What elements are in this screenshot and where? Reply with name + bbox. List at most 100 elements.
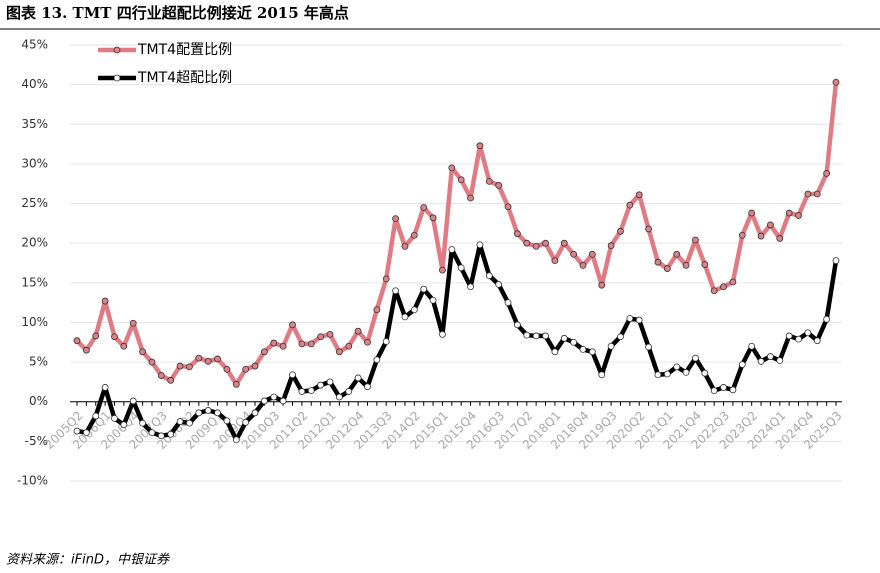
series-point (298, 388, 306, 395)
series-point (148, 358, 156, 366)
series-point (317, 333, 325, 341)
series-point (710, 387, 718, 395)
series-point (504, 203, 512, 211)
series-point (448, 164, 456, 172)
y-tick-label: 20% (21, 236, 48, 250)
series-point (729, 386, 737, 394)
series-point (270, 339, 278, 347)
series-point (795, 212, 802, 219)
series-point (429, 214, 437, 222)
series-point (204, 407, 212, 414)
series-point (673, 363, 681, 371)
series-point (242, 418, 250, 426)
series-line (76, 242, 839, 443)
series-point (748, 209, 756, 217)
series-point (167, 430, 175, 438)
series-point (776, 357, 784, 364)
series-point (335, 348, 343, 356)
series-point (186, 363, 193, 371)
series-point (823, 315, 831, 323)
series-point (738, 361, 746, 368)
series-point (148, 429, 156, 437)
series-point (692, 236, 699, 244)
series-point (645, 343, 652, 351)
series-point (542, 332, 549, 340)
y-tick-label: 45% (21, 38, 48, 52)
series-point (720, 283, 727, 291)
chart-title: 图表 13. TMT 四行业超配比例接近 2015 年高点 (6, 4, 349, 22)
series-point (73, 337, 81, 345)
y-tick-label: 15% (21, 275, 48, 289)
series-point (279, 342, 287, 350)
series-point (326, 330, 334, 338)
series-point (523, 239, 531, 247)
series-point (551, 348, 559, 356)
series-point (307, 340, 315, 348)
series-point (757, 357, 765, 365)
series-point (392, 287, 399, 295)
series-point (410, 306, 418, 314)
legend-marker (113, 46, 121, 54)
series-point (495, 181, 503, 189)
series-point (82, 346, 90, 354)
series-point (654, 371, 662, 379)
series-point (354, 374, 362, 382)
y-tick-label: 10% (21, 315, 48, 329)
series-point (542, 239, 549, 247)
series-point (101, 384, 109, 391)
series-point (335, 393, 343, 401)
series-point (195, 354, 203, 362)
series-point (692, 354, 699, 362)
series-point (560, 334, 568, 342)
series-point (186, 419, 193, 427)
series-point (195, 409, 203, 417)
series-point (92, 412, 100, 420)
series-point (111, 414, 118, 422)
series-point (120, 342, 128, 350)
series-point (532, 242, 540, 250)
y-tick-label: -10% (17, 474, 48, 488)
series-point (214, 355, 221, 363)
y-tick-label: 35% (21, 117, 48, 131)
series-point (223, 365, 231, 373)
source: 资料来源：iFinD，中银证券 (6, 553, 170, 568)
series-point (251, 409, 259, 417)
series-point (682, 261, 690, 269)
series-point (701, 261, 709, 268)
series-point (401, 242, 409, 250)
y-tick-label: 30% (21, 156, 48, 170)
series-point (157, 372, 165, 379)
series-point (570, 338, 578, 346)
series-point (832, 78, 840, 86)
series-point (476, 142, 484, 150)
series-point (345, 342, 353, 350)
series-point (514, 321, 521, 329)
series-point (495, 281, 503, 288)
series-point (139, 348, 146, 356)
series-point (232, 436, 240, 444)
series-point (410, 231, 418, 239)
series-point (373, 356, 381, 364)
series-point (579, 346, 587, 353)
series-point (523, 331, 531, 339)
series-point (457, 264, 465, 272)
series-point (232, 380, 240, 388)
series-point (795, 335, 802, 343)
series-point (73, 427, 81, 435)
series-point (101, 297, 109, 305)
series-point (588, 348, 596, 356)
y-tick-label: 25% (21, 196, 48, 210)
y-tick-label: 0% (29, 394, 48, 408)
series-point (485, 177, 493, 185)
series-point (261, 397, 268, 405)
series-point (785, 332, 793, 340)
series-point (551, 257, 559, 265)
series-point (176, 418, 184, 425)
series-point (776, 235, 784, 242)
series-point (111, 333, 118, 341)
series-point (129, 319, 137, 327)
series-point (120, 421, 128, 429)
series-point (682, 368, 690, 376)
y-tick-label: -5% (25, 434, 48, 448)
